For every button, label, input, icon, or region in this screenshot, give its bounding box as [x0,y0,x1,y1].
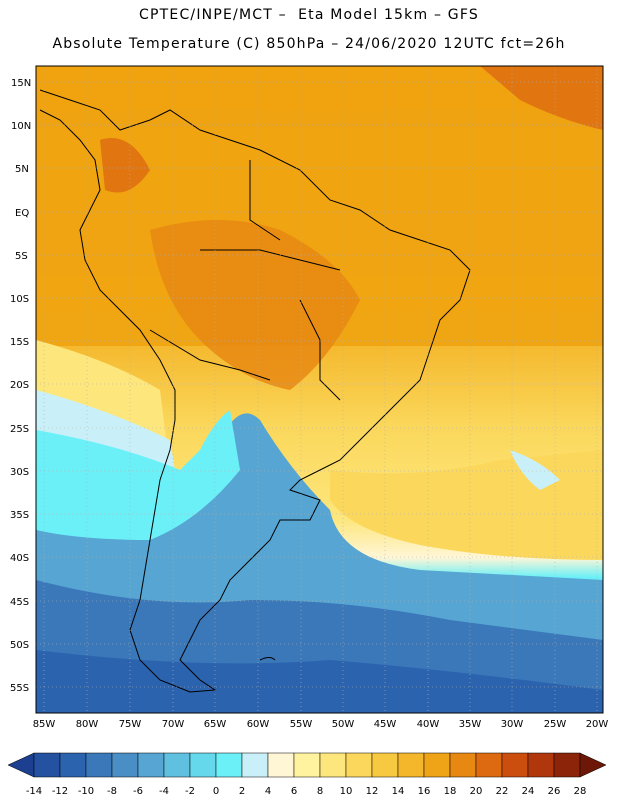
color-scale-legend: -14 -12 -10 -8 -6 -4 -2 0 2 4 6 8 10 12 14 16 18 20 22 24 26… [7,752,607,797]
colorbar-swatch [85,752,113,778]
lon-label: 55W [290,719,313,730]
lon-label: 35W [459,719,482,730]
colorbar-swatch [215,752,243,778]
lat-label: 30S [10,467,29,478]
colorbar-label: -14 [26,786,42,797]
lon-label: 60W [247,719,270,730]
colorbar-swatch [527,752,555,778]
lon-label: 45W [374,719,397,730]
colorbar-label: 14 [392,786,405,797]
colorbar-label: -6 [133,786,143,797]
lon-label: 85W [33,719,56,730]
lat-label: 5S [15,251,28,262]
graticule [36,66,603,713]
colorbar-label: 2 [239,786,245,797]
colorbar-label: 26 [548,786,561,797]
lat-label: 10N [11,121,31,132]
lon-label: 65W [204,719,227,730]
lon-label: 30W [501,719,524,730]
warm-interior-region [150,220,360,390]
lat-label: 5N [15,164,29,175]
lon-label: 20W [586,719,609,730]
colorbar-swatch [475,752,503,778]
colorbar-swatch [501,752,529,778]
lat-label: 35S [10,510,29,521]
lon-label: 70W [162,719,185,730]
colorbar-swatch [33,752,61,778]
colorbar-label: 20 [470,786,483,797]
lon-label: 75W [119,719,142,730]
lat-label: 15S [10,337,29,348]
colorbar-swatch [553,752,581,778]
lat-label: EQ [15,208,29,219]
colorbar-label: -12 [52,786,68,797]
colorbar-label: -10 [78,786,94,797]
lat-label: 20S [10,380,29,391]
colorbar-label: 22 [496,786,509,797]
colorbar-swatch [371,752,399,778]
colorbar-label: 10 [340,786,353,797]
colorbar-swatch [163,752,191,778]
colorbar-swatch [59,752,87,778]
colorbar-swatch [423,752,451,778]
lat-label: 55S [10,683,29,694]
lat-label: 15N [11,78,31,89]
colorbar-max-arrow [579,752,607,778]
colorbar-label: 12 [366,786,379,797]
colorbar-swatch [345,752,373,778]
colorbar-swatch [137,752,165,778]
longitude-axis: 85W 80W 75W 70W 65W 60W 55W 50W 45W 40W … [33,719,609,730]
colorbar-swatch [449,752,477,778]
colorbar-swatch [319,752,347,778]
lat-label: 45S [10,597,29,608]
colorbar-swatch [111,752,139,778]
colorbar-label: 28 [574,786,587,797]
colorbar-swatch [397,752,425,778]
colorbar-swatch [267,752,295,778]
map-figure: 15N 10N 5N EQ 5S 10S 15S 20S 25S 30S 35S… [10,65,609,730]
colorbar-swatch [241,752,269,778]
colorbar-label: -8 [107,786,117,797]
lon-label: 50W [332,719,355,730]
colorbar-label: 0 [213,786,219,797]
lat-label: 25S [10,424,29,435]
colorbar-label: 16 [418,786,431,797]
latitude-axis: 15N 10N 5N EQ 5S 10S 15S 20S 25S 30S 35S… [10,78,31,694]
colorbar-label: 24 [522,786,535,797]
lat-label: 50S [10,640,29,651]
colorbar-label: -2 [185,786,195,797]
colorbar-label: 8 [317,786,323,797]
colorbar-swatch [293,752,321,778]
colorbar-label: 4 [265,786,271,797]
lon-label: 80W [76,719,99,730]
lat-label: 40S [10,553,29,564]
colorbar-label: 6 [291,786,297,797]
map-frame [35,65,604,714]
coastline [39,89,471,693]
colorbar-swatch [189,752,217,778]
map-title-line2: Absolute Temperature (C) 850hPa – 24/06/… [52,36,566,52]
colorbar-label: 18 [444,786,457,797]
lon-label: 40W [417,719,440,730]
lon-label: 25W [544,719,567,730]
map-title-line1: CPTEC/INPE/MCT – Eta Model 15km – GFS [139,7,479,23]
colorbar-min-arrow [7,752,35,778]
lat-label: 10S [10,294,29,305]
colorbar-label: -4 [159,786,169,797]
